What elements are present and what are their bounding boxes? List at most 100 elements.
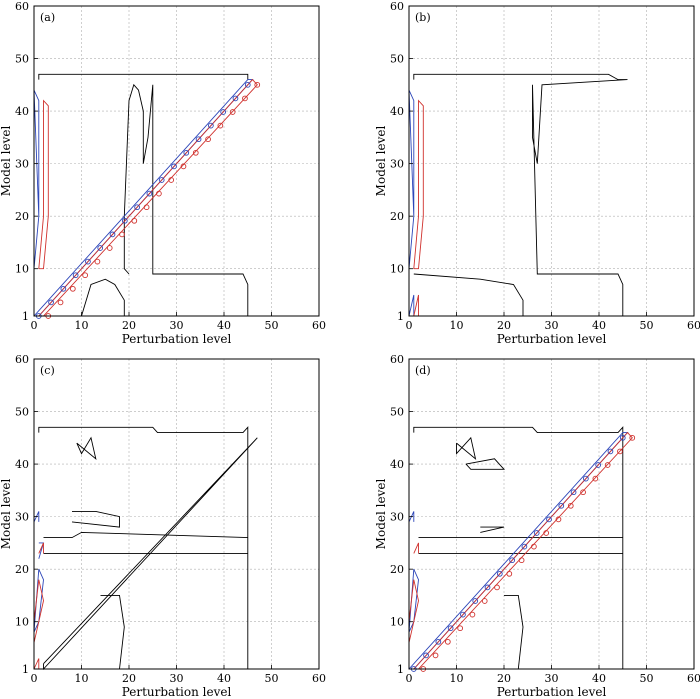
negative-marker xyxy=(423,652,429,659)
zero-contour xyxy=(413,73,628,316)
y-tick-label: 30 xyxy=(15,158,29,171)
negative-marker xyxy=(521,543,528,550)
negative-marker xyxy=(220,109,227,115)
negative-marker xyxy=(72,272,79,279)
negative-contour xyxy=(33,89,40,269)
x-tick-label: 40 xyxy=(217,319,231,332)
zero-contour xyxy=(43,437,258,671)
x-tick-label: 10 xyxy=(450,672,464,685)
positive-marker xyxy=(604,462,611,468)
x-tick-label: 20 xyxy=(122,672,136,685)
zero-contour xyxy=(456,436,477,460)
negative-marker xyxy=(48,299,54,306)
x-tick-label: 50 xyxy=(640,672,654,685)
negative-marker xyxy=(208,122,214,129)
negative-marker xyxy=(509,557,515,564)
panel-label: (d) xyxy=(415,364,431,377)
zero-contour xyxy=(76,436,97,460)
y-tick-label: 30 xyxy=(390,511,404,524)
positive-marker xyxy=(543,530,550,536)
x-tick-label: 40 xyxy=(592,319,606,332)
positive-marker xyxy=(180,163,187,170)
x-axis-label: Perturbation level xyxy=(497,332,607,346)
positive-contour xyxy=(413,294,419,317)
positive-marker xyxy=(254,81,261,88)
positive-marker xyxy=(82,272,88,279)
y-tick-label: 60 xyxy=(15,0,29,13)
x-tick-label: 10 xyxy=(450,319,464,332)
negative-contour xyxy=(408,432,629,670)
x-axis-label: Perturbation level xyxy=(497,685,607,699)
y-tick-label: 50 xyxy=(15,53,29,66)
x-axis-label: Perturbation level xyxy=(122,685,232,699)
panel-3: 0 10 20 30 40 50 60 1 10 20 30 40 50 60 Perturbation l… xyxy=(0,353,326,699)
zero-contour xyxy=(413,273,524,316)
x-tick-label: 10 xyxy=(75,319,89,332)
y-axis-label: Model level xyxy=(0,126,13,197)
y-tick-label: 1 xyxy=(22,310,29,323)
x-tick-label: 40 xyxy=(217,672,231,685)
negative-marker xyxy=(244,81,251,88)
negative-marker xyxy=(60,285,67,292)
panel-1: 0 10 20 30 40 50 60 1 10 20 30 40 50 60 Perturbation l… xyxy=(0,0,326,346)
negative-marker xyxy=(171,163,177,170)
x-tick-label: 20 xyxy=(497,672,511,685)
panel-label: (c) xyxy=(40,364,55,377)
y-tick-label: 40 xyxy=(15,458,29,471)
y-tick-label: 50 xyxy=(390,406,404,419)
x-tick-label: 50 xyxy=(265,319,279,332)
y-tick-label: 1 xyxy=(397,663,404,676)
panel-2: 0 10 20 30 40 50 60 1 10 20 30 40 50 60 Perturbation l… xyxy=(374,0,700,346)
negative-marker xyxy=(558,502,565,509)
zero-contour xyxy=(71,510,120,528)
negative-marker xyxy=(183,149,190,156)
x-tick-label: 50 xyxy=(265,672,279,685)
positive-marker xyxy=(217,122,224,129)
negative-marker xyxy=(460,611,466,618)
negative-marker xyxy=(195,136,202,143)
zero-contour xyxy=(413,426,624,669)
zero-contour xyxy=(465,458,506,470)
panel-4: 0 10 20 30 40 50 60 1 10 20 30 40 50 60 Perturbation l… xyxy=(374,353,700,699)
x-tick-label: 0 xyxy=(406,319,413,332)
y-tick-label: 1 xyxy=(22,663,29,676)
zero-contour xyxy=(480,526,505,533)
y-tick-label: 20 xyxy=(15,563,29,576)
y-tick-label: 10 xyxy=(15,616,29,629)
y-axis-label: Model level xyxy=(374,126,388,197)
negative-marker xyxy=(533,530,540,536)
negative-marker xyxy=(134,204,140,211)
positive-marker xyxy=(192,149,199,156)
positive-marker xyxy=(57,299,64,306)
negative-marker xyxy=(583,475,589,482)
x-tick-label: 10 xyxy=(75,672,89,685)
y-tick-label: 50 xyxy=(15,406,29,419)
zero-contour xyxy=(100,594,125,670)
positive-contour xyxy=(413,99,424,270)
x-tick-label: 60 xyxy=(687,319,700,332)
positive-marker xyxy=(242,95,248,102)
negative-marker xyxy=(619,434,626,441)
y-tick-label: 10 xyxy=(390,263,404,276)
negative-marker xyxy=(146,190,153,197)
negative-marker xyxy=(85,258,91,265)
positive-marker xyxy=(469,611,476,618)
positive-marker xyxy=(531,543,537,550)
positive-marker xyxy=(119,231,125,238)
x-tick-label: 40 xyxy=(592,672,606,685)
positive-contour xyxy=(38,78,258,317)
plot-frame xyxy=(33,358,320,670)
y-tick-label: 20 xyxy=(15,210,29,223)
negative-marker xyxy=(546,516,552,523)
x-tick-label: 30 xyxy=(545,672,559,685)
negative-marker xyxy=(109,231,116,238)
positive-marker xyxy=(156,190,162,197)
x-tick-label: 0 xyxy=(31,319,38,332)
positive-contour xyxy=(413,542,419,554)
y-tick-label: 20 xyxy=(390,210,404,223)
zero-contour xyxy=(43,531,248,539)
zero-contour xyxy=(123,83,249,316)
negative-contour xyxy=(408,511,415,523)
y-tick-label: 40 xyxy=(390,105,404,118)
